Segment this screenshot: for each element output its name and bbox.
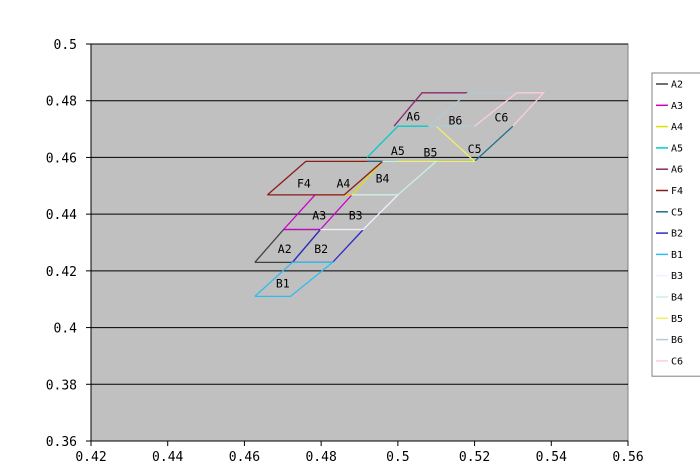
legend-entry-f4: F4 xyxy=(671,186,683,197)
x-tick-label: 0.54 xyxy=(536,450,567,465)
legend-entry-b4: B4 xyxy=(671,293,683,304)
series-line-a5 xyxy=(366,125,429,158)
legend-entry-b3: B3 xyxy=(671,271,683,282)
series-line-b5 xyxy=(397,125,477,163)
y-tick-label: 0.36 xyxy=(46,435,77,450)
cell-label-b5: B5 xyxy=(424,145,438,159)
cell-label-b1: B1 xyxy=(276,277,290,291)
y-tick-label: 0.5 xyxy=(54,38,77,53)
series-layer xyxy=(254,92,546,298)
y-tick-label: 0.46 xyxy=(46,151,77,166)
series-line-a6 xyxy=(393,92,469,127)
x-tick-label: 0.56 xyxy=(612,450,643,465)
legend-entry-b1: B1 xyxy=(671,250,683,261)
cell-label-c6: C6 xyxy=(494,111,508,125)
legend-entry-a3: A3 xyxy=(671,101,683,112)
cell-label-a4: A4 xyxy=(336,177,350,191)
legend-box xyxy=(651,72,700,377)
x-tick-label: 0.46 xyxy=(229,450,260,465)
y-tick-label: 0.44 xyxy=(46,208,77,223)
legend: A2 A3 A4 A5 A6 F4 C5 B2 B1 B3 B4 B5 B6 C6 xyxy=(651,72,700,377)
cell-labels: A2 A3 A4 A5 A6 F4 C5 B2 B1 B3 B4 B5 B6 C6 xyxy=(276,109,509,290)
series-line-c6 xyxy=(474,92,546,127)
x-tick-label: 0.5 xyxy=(386,450,409,465)
y-tick-label: 0.38 xyxy=(46,378,77,393)
legend-entry-a4: A4 xyxy=(671,122,683,133)
legend-entry-b6: B6 xyxy=(671,335,683,346)
gridlines xyxy=(91,43,628,385)
legend-entry-a6: A6 xyxy=(671,165,683,176)
series-line-b1 xyxy=(254,261,335,298)
cell-label-b4: B4 xyxy=(376,172,390,186)
legend-entry-a2: A2 xyxy=(671,80,683,91)
cell-label-b6: B6 xyxy=(448,114,462,128)
legend-entry-c6: C6 xyxy=(671,356,683,367)
cell-label-b2: B2 xyxy=(314,242,328,256)
y-tick-label: 0.48 xyxy=(46,95,77,110)
cell-label-a2: A2 xyxy=(278,242,292,256)
x-tick-label: 0.52 xyxy=(459,450,490,465)
cell-label-c5: C5 xyxy=(468,142,482,156)
x-tick-label: 0.42 xyxy=(75,450,106,465)
legend-entry-b5: B5 xyxy=(671,314,683,325)
cell-label-f4: F4 xyxy=(297,177,311,191)
x-tick-label: 0.48 xyxy=(305,450,336,465)
cell-label-b3: B3 xyxy=(349,209,363,223)
cell-label-a6: A6 xyxy=(406,109,420,123)
cell-label-a5: A5 xyxy=(391,144,405,158)
axes: 0.36 0.38 0.4 0.42 0.44 0.46 0.48 0.5 0.42 0.44 0.… xyxy=(46,38,644,465)
legend-entry-b2: B2 xyxy=(671,229,683,240)
plot-area xyxy=(90,43,629,442)
legend-entry-c5: C5 xyxy=(671,207,683,218)
y-tick-label: 0.42 xyxy=(46,265,77,280)
cell-label-a3: A3 xyxy=(312,209,326,223)
y-tick-label: 0.4 xyxy=(54,322,78,337)
legend-entry-a5: A5 xyxy=(671,143,683,154)
x-tick-label: 0.44 xyxy=(152,450,183,465)
